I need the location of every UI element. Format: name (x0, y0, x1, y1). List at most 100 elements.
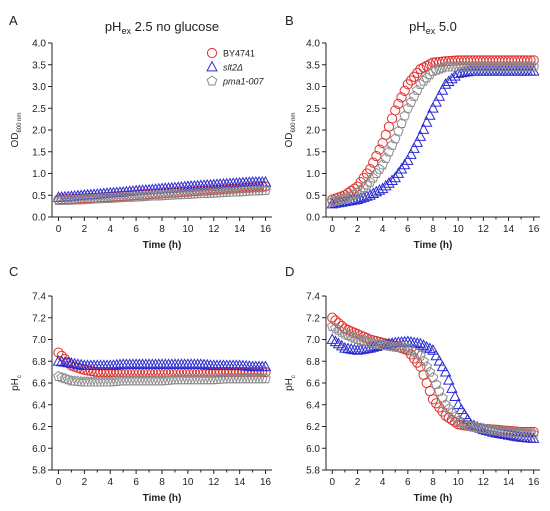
x-tick-label: 2 (355, 477, 361, 488)
data-point (442, 75, 455, 87)
y-axis-label-main: OD (10, 133, 21, 148)
x-tick-label: 2 (82, 477, 88, 488)
x-axis-label: Time (h) (143, 493, 182, 504)
data-point (330, 195, 341, 206)
data-point (121, 367, 132, 378)
data-point (131, 367, 142, 378)
x-tick-label: 16 (528, 477, 540, 488)
y-tick-label: 6.4 (32, 400, 46, 411)
data-point (364, 176, 376, 187)
data-point (336, 193, 348, 205)
legend-label: slt2Δ (223, 63, 243, 73)
y-tick-label: 7.4 (32, 292, 46, 303)
y-tick-label: 4.0 (306, 39, 320, 50)
data-point (409, 71, 420, 82)
panel-d: D 5.8 6.0 6.2 6.4 6.6 6.8 7.0 7.2 7.4 0 2 4 6 8 10 12 14 1… (284, 264, 540, 504)
data-point (412, 67, 423, 79)
x-tick-label: 12 (478, 477, 490, 488)
data-point (348, 188, 360, 200)
x-tick-label: 10 (182, 477, 194, 488)
x-tick-label: 14 (503, 477, 515, 488)
data-point (430, 349, 442, 361)
x-tick-label: 4 (380, 224, 386, 235)
y-tick-label: 6.6 (306, 379, 320, 390)
data-point (396, 117, 407, 129)
y-tick-label: 0.0 (32, 213, 46, 224)
y-tick-label: 1.5 (32, 147, 46, 158)
data-point (259, 175, 272, 187)
data-point (528, 55, 539, 66)
y-axis-label-main: OD (284, 133, 295, 148)
data-point (62, 356, 74, 368)
data-point (433, 90, 446, 101)
x-tick-label: 8 (159, 477, 165, 488)
x-axis-label: Time (h) (414, 240, 453, 251)
data-point (371, 151, 382, 162)
data-point (374, 144, 385, 155)
data-point (402, 154, 414, 165)
data-point (326, 197, 339, 209)
data-point (417, 339, 430, 350)
legend-marker (206, 60, 218, 72)
data-point (332, 337, 345, 349)
y-tick-label: 6.4 (306, 400, 320, 411)
y-tick-label: 6.2 (306, 422, 320, 433)
data-point (430, 64, 442, 75)
data-point (424, 366, 436, 377)
x-tick-label: 8 (430, 477, 436, 488)
panel-letter: D (285, 264, 294, 279)
panel-title-sub: ex (121, 26, 131, 36)
data-point (342, 342, 354, 354)
data-point (358, 182, 370, 193)
data-point (361, 179, 373, 190)
data-point (418, 355, 429, 366)
x-tick-label: 8 (430, 224, 436, 235)
data-point (339, 341, 351, 353)
data-point (114, 367, 126, 378)
data-point (414, 130, 427, 141)
data-point (455, 403, 468, 415)
x-tick-label: 0 (330, 224, 336, 235)
data-point (420, 116, 433, 127)
data-point (329, 335, 342, 347)
data-point (329, 197, 342, 208)
y-tick-label: 6.0 (306, 444, 320, 455)
data-point (355, 184, 366, 195)
x-tick-label: 14 (234, 224, 246, 235)
data-point (399, 110, 411, 121)
x-tick-label: 12 (208, 477, 220, 488)
y-axis-label-sub: 600 nm (291, 112, 297, 132)
data-markers (52, 347, 272, 387)
data-point (357, 343, 370, 354)
y-tick-label: 5.8 (306, 466, 320, 477)
data-point (367, 172, 379, 183)
x-tick-label: 16 (528, 224, 540, 235)
panel-title: pHex 5.0 (409, 19, 457, 36)
data-point (374, 163, 385, 174)
data-point (393, 125, 404, 136)
data-point (228, 367, 239, 378)
data-point (224, 367, 236, 378)
data-point (427, 102, 439, 113)
data-point (411, 136, 424, 147)
data-point (421, 60, 432, 71)
y-tick-label: 2.0 (32, 126, 46, 137)
panel-title-sub: ex (426, 26, 436, 36)
series-pentagon (53, 184, 271, 206)
panel-letter: C (9, 264, 18, 279)
data-point (443, 403, 455, 414)
data-point (408, 142, 420, 153)
legend-label: pma1-007 (222, 77, 265, 87)
data-point (525, 55, 536, 66)
y-axis-label-sub: c (17, 375, 23, 378)
y-tick-label: 4.0 (32, 39, 46, 50)
data-point (68, 357, 81, 369)
x-tick-label: 6 (133, 224, 139, 235)
series-triangle (52, 355, 272, 372)
data-point (368, 157, 379, 168)
y-axis-label-sub: c (291, 375, 297, 378)
data-point (399, 85, 410, 96)
y-tick-label: 6.8 (306, 357, 320, 368)
data-point (415, 350, 426, 361)
